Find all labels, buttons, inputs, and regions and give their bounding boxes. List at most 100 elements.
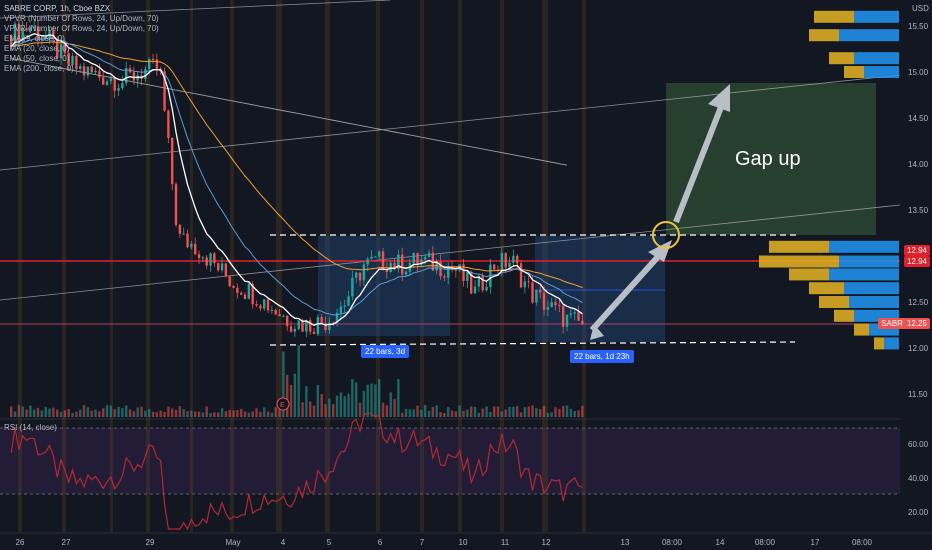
ema200-line	[11, 57, 568, 166]
volume-bar	[52, 407, 55, 417]
candle-body	[259, 305, 262, 309]
candle-body	[427, 252, 431, 258]
candle-body	[67, 53, 70, 66]
volume-bar	[366, 384, 369, 417]
time-tick-label: 27	[62, 538, 71, 547]
candle-body	[424, 257, 427, 260]
volume-bar	[397, 379, 400, 417]
candle-body	[385, 268, 389, 272]
highlight-circle	[652, 221, 680, 249]
volume-bar	[558, 408, 561, 417]
range-low-line	[269, 341, 796, 346]
candle-body	[443, 276, 446, 278]
session-band	[542, 0, 548, 532]
candle-body	[558, 305, 561, 307]
candle-body	[86, 66, 90, 76]
volume-bar	[98, 411, 101, 417]
candle-body	[224, 263, 228, 277]
rsi-legend[interactable]: RSI (14, close)	[4, 423, 57, 432]
candle-body	[374, 256, 377, 258]
range-box-2	[535, 236, 665, 342]
candle-body	[167, 110, 170, 138]
volume-bar	[404, 409, 408, 417]
volume-bar	[190, 410, 193, 417]
volume-bar	[94, 409, 97, 417]
legend-ema200[interactable]: EMA (200, close, 0)	[4, 64, 74, 73]
volume-bar	[408, 409, 412, 417]
session-band	[146, 0, 150, 532]
candle-body	[485, 286, 488, 291]
earnings-marker-label: E	[280, 402, 285, 409]
price-tick-label: 11.50	[908, 390, 928, 399]
volume-bar	[378, 379, 381, 417]
candle-body	[286, 315, 289, 327]
rsi-line	[10, 411, 583, 531]
candle-body	[309, 320, 312, 332]
candle-body	[25, 28, 28, 31]
vp-up-bar	[759, 255, 839, 268]
price-axis[interactable]	[900, 0, 932, 550]
arrow-down-head	[590, 324, 604, 340]
price-tag-1: 12.94	[903, 245, 930, 256]
volume-bar	[443, 412, 446, 417]
time-tick-label: 29	[146, 538, 155, 547]
candle-body	[182, 233, 185, 235]
volume-bar	[385, 405, 389, 417]
trendline-lower	[0, 204, 901, 301]
arrow-up-1	[589, 240, 672, 333]
legend-symbol[interactable]: SABRE CORP, 1h, Cboe BZX	[4, 4, 111, 13]
legend-ema9[interactable]: EMA (9, close, 0)	[4, 34, 65, 43]
candle-body	[209, 253, 212, 266]
candle-body	[466, 272, 469, 281]
candle-body	[75, 55, 78, 70]
legend-vpvr-2[interactable]: VPVR (Number Of Rows, 24, Up/Down, 70)	[4, 24, 159, 33]
candle-body	[335, 312, 339, 324]
candle-body	[205, 257, 208, 266]
candle-body	[255, 304, 258, 306]
legend-vpvr-1[interactable]: VPVR (Number Of Rows, 24, Up/Down, 70)	[4, 14, 159, 23]
session-band	[190, 0, 193, 532]
candle-body	[10, 35, 13, 47]
volume-bar	[527, 406, 530, 417]
volume-bar	[554, 407, 557, 417]
volume-bar	[301, 402, 304, 417]
price-tick-label: 14.50	[908, 114, 929, 123]
volume-bar	[75, 411, 78, 417]
candle-body	[542, 292, 546, 310]
volume-bar	[508, 406, 511, 417]
bars-badge-2: 22 bars, 1d 23h	[570, 350, 634, 363]
volume-bar	[531, 405, 534, 417]
candle-body	[343, 305, 346, 307]
volume-bar	[351, 379, 354, 417]
volume-bar	[117, 406, 120, 417]
candle-body	[63, 44, 67, 54]
time-tick-label: 14	[716, 538, 725, 547]
volume-bar	[40, 410, 44, 417]
volume-bar	[67, 409, 70, 417]
candle-body	[220, 263, 224, 271]
volume-bar	[263, 407, 266, 417]
volume-bar	[332, 404, 335, 417]
candle-body	[48, 30, 51, 37]
legend-ema50[interactable]: EMA (50, close, 0)	[4, 54, 70, 63]
price-tick-label: 15.00	[908, 68, 929, 77]
session-band	[325, 0, 330, 532]
earnings-marker[interactable]	[276, 397, 290, 411]
legend-ema20[interactable]: EMA (20, close, 0)	[4, 44, 70, 53]
rsi-axis-ticks: 60.00 40.00 20.00	[908, 440, 929, 517]
volume-bar	[220, 408, 224, 417]
candle-body	[94, 70, 97, 73]
volume-bar	[289, 384, 293, 417]
candle-body	[531, 282, 534, 303]
volume-bar	[355, 382, 358, 417]
volume-bar	[13, 411, 17, 417]
volume-bar	[113, 409, 116, 417]
candle-body	[289, 326, 293, 332]
price-tag-symbol: SABR	[881, 319, 903, 328]
volume-bar	[358, 402, 362, 417]
time-tick-label: 26	[16, 538, 25, 547]
volume-bar	[197, 411, 201, 417]
volume-bar	[21, 406, 24, 417]
volume-bar	[171, 408, 174, 417]
